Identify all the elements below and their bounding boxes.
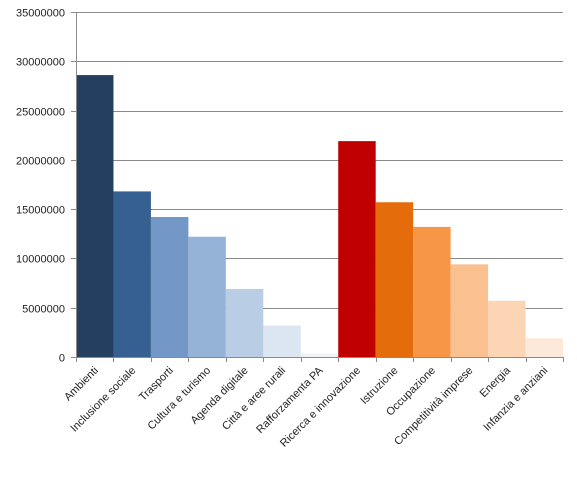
x-category-label: Infanzia e anziani <box>481 365 550 434</box>
bar <box>263 325 301 357</box>
bar <box>488 300 526 357</box>
bar <box>375 202 414 357</box>
bars <box>76 75 563 357</box>
y-tick-label: 0 <box>59 353 65 365</box>
bar <box>413 226 451 357</box>
x-category-label: Cultura e turismo <box>146 365 214 433</box>
axes <box>71 12 564 362</box>
x-category-label: Energia <box>478 364 514 400</box>
bar <box>525 338 563 357</box>
bar <box>188 236 226 357</box>
bar <box>450 264 489 357</box>
x-category-label: Ambienti <box>62 365 101 404</box>
bar <box>300 353 339 357</box>
bar <box>338 141 376 357</box>
x-category-label: Rafforzamenta PA <box>254 364 326 436</box>
x-category-label: Trasporti <box>137 365 176 404</box>
bar <box>76 75 114 357</box>
bar <box>113 191 151 357</box>
y-tick-label: 30000000 <box>16 57 65 69</box>
y-axis-tick-labels: 0 5000000 10000000 15000000 20000000 25000000… <box>16 8 65 365</box>
y-tick-label: 25000000 <box>16 107 65 119</box>
y-tick-label: 10000000 <box>16 254 65 266</box>
y-tick-label: 15000000 <box>16 205 65 217</box>
bar <box>225 288 264 357</box>
y-tick-label: 35000000 <box>16 8 65 20</box>
y-tick-label: 5000000 <box>22 304 65 316</box>
bar <box>150 217 189 357</box>
x-category-label: Città e aree rurali <box>220 365 288 433</box>
y-tick-label: 20000000 <box>16 156 65 168</box>
x-category-label: Inclusione sociale <box>68 365 138 435</box>
